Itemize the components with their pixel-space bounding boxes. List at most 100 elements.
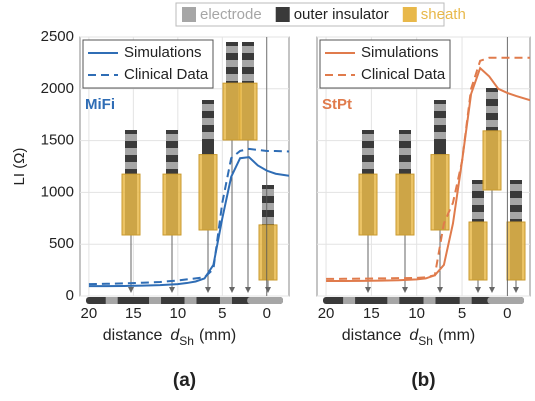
y-tick-label: 1500 [41,132,74,149]
electrode-bar-tip [247,297,283,304]
electrode-contact [399,134,411,141]
x-tick-label: 15 [363,305,380,322]
sheath [238,82,258,141]
legend-label: Clinical Data [124,66,209,83]
electrode-contact [202,104,214,111]
x-tick-label: 0 [263,305,271,322]
electrode-contact [399,162,411,169]
sheath [222,82,242,141]
panel-label: (b) [411,370,435,391]
sheath [468,221,488,281]
electrode-contact [510,198,522,205]
electrode-contact [202,132,214,139]
electrode-bar-contact [343,297,356,304]
electrode-bar-tip [487,297,524,304]
arrow-head [245,287,251,293]
series-line [326,56,530,280]
y-axis-label: LI (Ω) [11,148,28,186]
series-line [88,147,289,286]
arrow-head [229,287,235,293]
legend-box [319,39,451,89]
x-tick-label: 15 [125,305,142,322]
electrode-bar-contact [149,297,162,304]
sheath [162,173,182,236]
x-axis-label-part: d [409,327,419,344]
legend-box [82,39,214,89]
legend-label: sheath [421,6,466,23]
y-tick-label: 2500 [41,28,74,45]
y-tick-label: 500 [49,235,74,252]
electrode-contact [510,212,522,219]
y-tick-label: 0 [66,287,74,304]
electrode-bar-contact [387,297,400,304]
legend-label: Simulations [124,44,202,61]
x-axis-label-part: Sh [418,334,433,348]
electrode-contact [226,74,238,81]
electrode-contact [166,162,178,169]
x-tick-label: 5 [218,305,226,322]
x-axis-label-part: distance [103,327,163,344]
arrow-head [169,287,175,293]
arrow-head [475,287,481,293]
electrode-contact [362,134,374,141]
electrode-contact [486,120,498,127]
electrode-contact [434,132,446,139]
electrode-contact [262,217,274,224]
sheath [121,173,141,236]
legend-box [175,2,445,27]
electrode-contact [472,212,484,219]
series-line [88,156,289,288]
panel: 20 15 10 5 0 Simulations Clinical Data StPt dist… [316,36,531,391]
x-axis-label: distance dSh (mm) [342,327,476,348]
x-axis-label-part: distance [342,327,402,344]
x-axis-label: distance dSh (mm) [103,327,237,348]
sheath [506,221,526,281]
electrode-contact [486,106,498,113]
arrow-head [437,287,443,293]
legend-label: outer insulator [294,6,389,23]
y-tick-label: 2000 [41,80,74,97]
sheath [482,130,502,191]
electrode-bar-contact [423,297,436,304]
x-axis-label-part: (mm) [438,327,475,344]
electrode-contact [125,162,137,169]
electrode-contact [472,184,484,191]
electrode-contact [434,118,446,125]
x-tick-label: 0 [503,305,511,322]
arrow-head [128,287,134,293]
electrode-contact [362,162,374,169]
electrode-bar-contact [184,297,197,304]
x-tick-label: 20 [81,305,98,322]
electrode-contact [125,148,137,155]
x-axis-label-part: (mm) [199,327,236,344]
electrode-contact [486,92,498,99]
electrode-contact [362,148,374,155]
annotation: StPt [322,96,352,113]
electrode-contact [226,46,238,53]
arrow-head [489,287,495,293]
panel-label: (a) [173,370,196,391]
sheath [258,224,278,281]
electrode-contact [262,189,274,196]
electrode-contact [226,60,238,67]
electrode-contact [166,134,178,141]
series-line [326,66,530,282]
electrode-bar-contact [105,297,118,304]
arrow-head [513,287,519,293]
x-tick-label: 5 [458,305,466,322]
legend-label: Simulations [361,44,439,61]
electrode-contact [262,203,274,210]
x-axis-label-part: d [170,327,180,344]
sheath [358,173,378,236]
x-axis-label-part: Sh [179,334,194,348]
annotation: MiFi [85,96,115,113]
panel: 0 500 1000 1500 2000 2500 20 15 10 5 0 Simulations C… [11,28,290,391]
legend-label: Clinical Data [361,66,446,83]
electrode-bar-contact [459,297,472,304]
arrow-head [365,287,371,293]
figure-legend [175,2,445,27]
electrode-contact [242,46,254,53]
y-tick-label: 1000 [41,183,74,200]
electrode-contact [510,184,522,191]
